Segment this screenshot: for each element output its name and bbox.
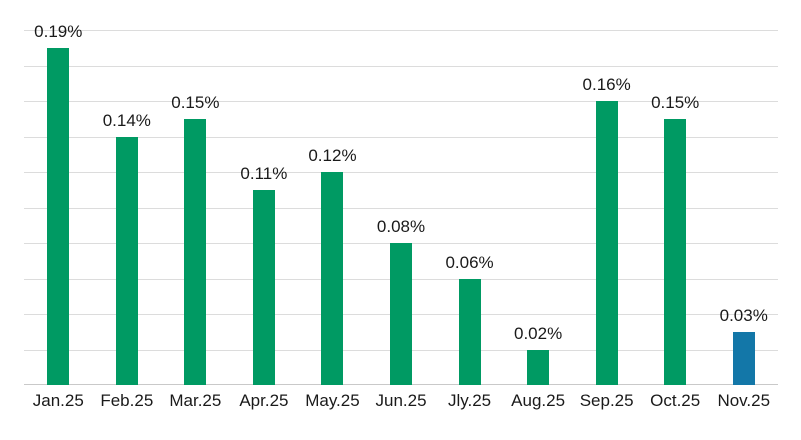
gridline <box>24 172 778 173</box>
bar <box>184 118 207 385</box>
x-axis-label: Feb.25 <box>100 391 154 410</box>
bar <box>527 349 550 385</box>
gridline <box>24 136 778 138</box>
bar-value-label: 0.11% <box>240 163 288 183</box>
gridline <box>24 30 778 31</box>
bar-column: 0.19% <box>24 23 93 385</box>
bar-value-label: 0.19% <box>34 21 83 41</box>
bar-column: 0.11% <box>230 30 299 385</box>
x-axis-label: Apr.25 <box>239 391 289 410</box>
bar <box>664 118 687 385</box>
bar-value-label: 0.15% <box>651 92 700 112</box>
bar-column: 0.06% <box>435 30 504 385</box>
x-axis-label: Mar.25 <box>169 391 222 410</box>
gridline <box>24 207 778 209</box>
bar-value-label: 0.03% <box>719 305 768 325</box>
x-axis-labels: Jan.25 Feb.25 Mar.25 Apr.25 May.25 Jun.25 Jly.… <box>24 391 778 411</box>
bar-column: 0.03% <box>709 30 778 385</box>
bar <box>595 101 618 385</box>
bar-value-label: 0.16% <box>582 75 631 94</box>
bar <box>390 243 412 385</box>
bar-column: 0.16% <box>572 30 641 385</box>
bar-column: 0.02% <box>504 30 573 385</box>
bar <box>115 136 138 385</box>
bar-value-label: 0.08% <box>376 217 426 236</box>
bar-value-label: 0.12% <box>308 146 357 165</box>
bar-column: 0.15% <box>161 30 230 385</box>
bar-value-label: 0.02% <box>513 323 563 343</box>
bar <box>47 47 70 385</box>
gridline <box>24 65 778 67</box>
x-axis-label: Jan.25 <box>32 391 84 410</box>
bar-value-label: 0.06% <box>445 252 494 272</box>
x-axis-label: Sep.25 <box>579 391 634 410</box>
x-axis-label: Nov.25 <box>717 391 771 410</box>
bar-column: 0.15% <box>641 30 710 385</box>
bar <box>252 189 275 385</box>
x-axis-label: Oct.25 <box>650 391 701 410</box>
bar-column: 0.08% <box>367 30 436 385</box>
x-axis-label: Jun.25 <box>375 391 427 410</box>
x-axis-label: Aug.25 <box>511 391 566 410</box>
bar <box>458 278 481 385</box>
bar-value-label: 0.15% <box>171 92 220 112</box>
x-axis-label: May.25 <box>305 391 360 410</box>
bar-columns: 0.19% 0.14% 0.15% 0.11% 0.12% 0.08% 0.06% 0.02%… <box>24 23 778 385</box>
gridline <box>24 101 778 102</box>
bar-column: 0.14% <box>93 30 162 385</box>
bar-value-label: 0.14% <box>102 110 151 130</box>
x-axis-label: Jly.25 <box>447 391 492 410</box>
bar-column: 0.12% <box>298 30 367 385</box>
bar <box>321 172 344 385</box>
plot-area: 0.19% 0.14% 0.15% 0.11% 0.12% 0.08% 0.06% 0.02%… <box>24 23 778 385</box>
bar <box>732 331 755 385</box>
